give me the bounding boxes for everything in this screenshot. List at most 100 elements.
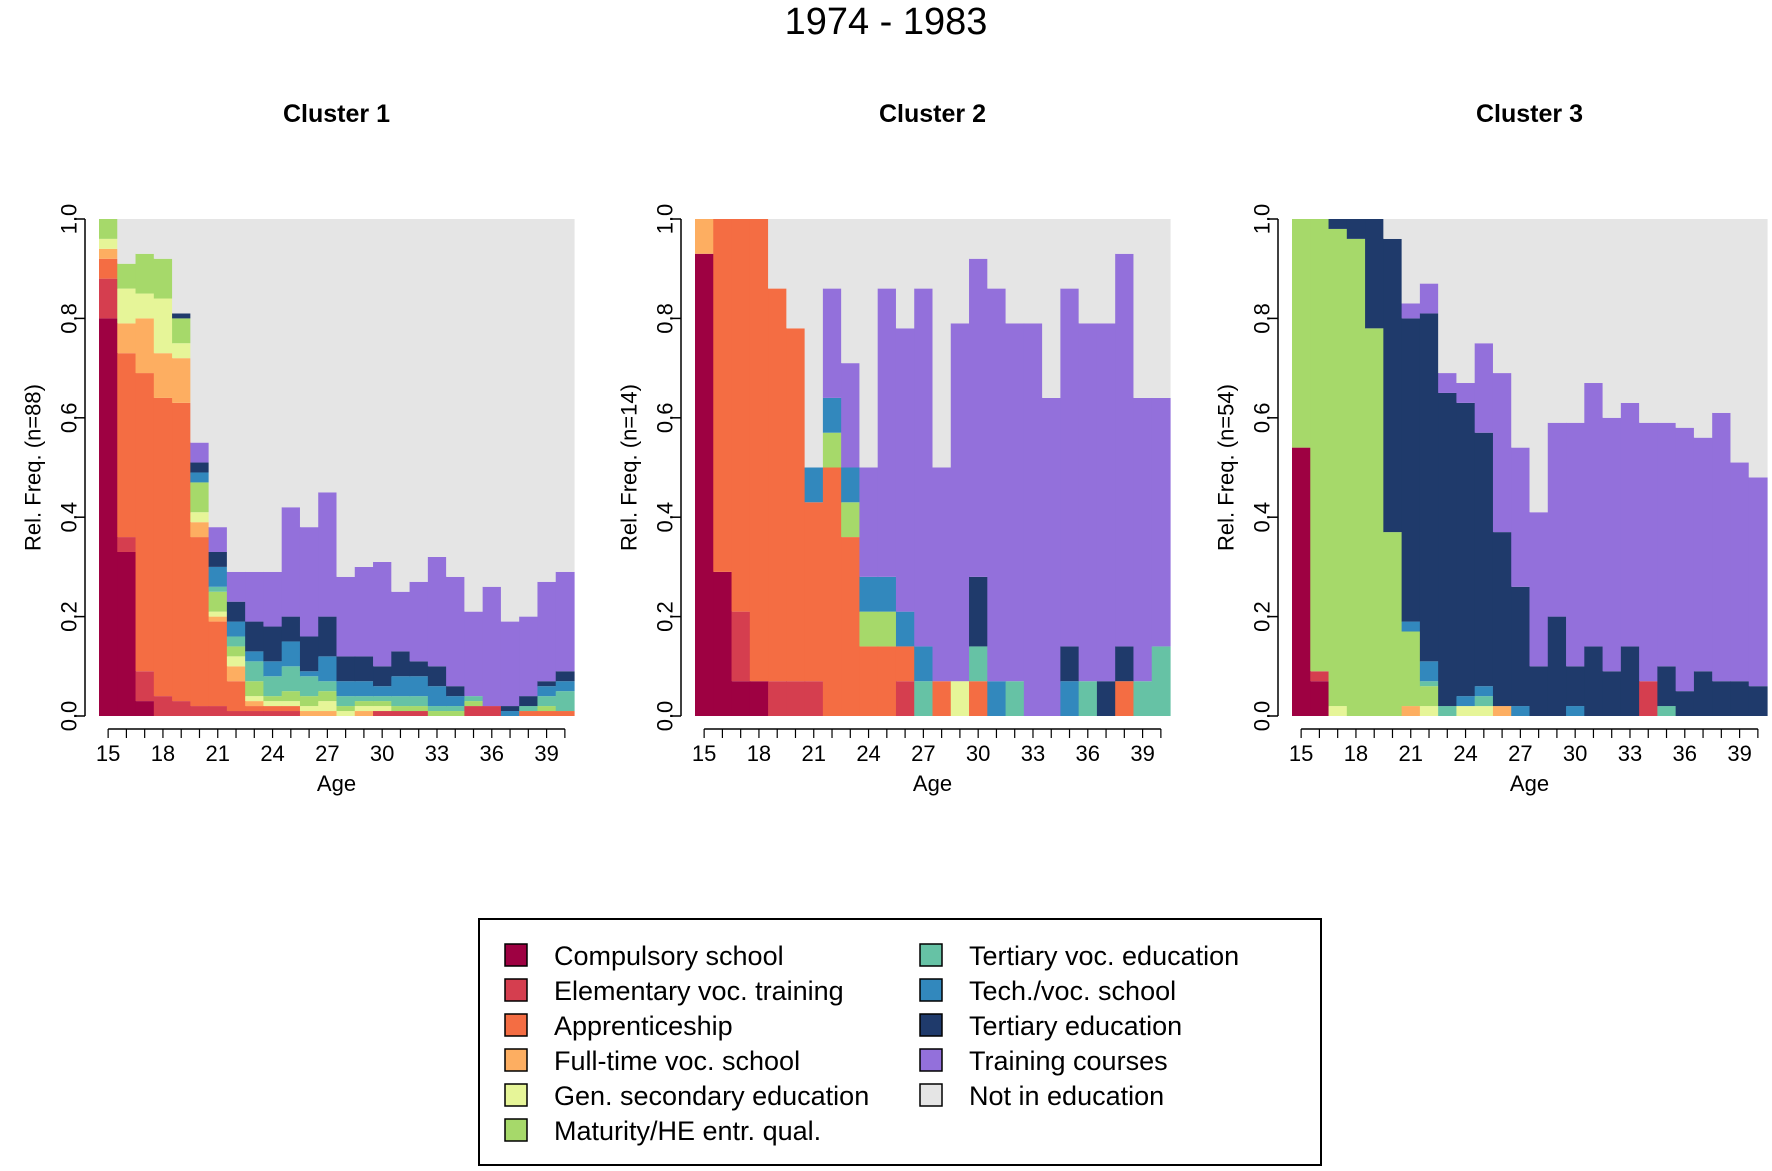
state-segment <box>1042 219 1061 398</box>
state-segment <box>859 467 879 577</box>
state-segment <box>281 616 301 642</box>
state-segment <box>859 219 879 468</box>
legend-label: Tech./voc. school <box>969 976 1176 1006</box>
x-tick-label: 18 <box>1344 741 1368 766</box>
state-segment <box>446 696 465 707</box>
state-segment <box>859 576 879 612</box>
state-segment <box>1310 671 1330 682</box>
state-segment <box>226 681 246 712</box>
cluster-panels: Cluster 1 0.0 0.2 0.4 0.6 0.8 1.0 Rel. Freq. (n… <box>21 100 1768 796</box>
state-segment <box>1566 666 1585 707</box>
x-tick-label: 15 <box>96 741 120 766</box>
state-segment <box>786 219 806 329</box>
state-segment <box>117 219 137 264</box>
state-segment <box>1657 219 1677 423</box>
state-segment <box>318 681 338 692</box>
state-segment <box>1456 383 1476 403</box>
state-segment <box>1401 621 1421 632</box>
y-tick-label: 1.0 <box>1250 204 1275 235</box>
state-segment <box>245 621 265 652</box>
state-segment <box>427 706 447 712</box>
state-segment <box>1438 219 1458 374</box>
state-segment <box>226 219 246 572</box>
state-segment <box>226 711 246 716</box>
state-segment <box>519 696 539 707</box>
state-segment <box>950 219 970 324</box>
legend-swatch <box>504 1048 528 1072</box>
state-segment <box>804 502 824 682</box>
state-segment <box>713 571 733 716</box>
state-segment <box>263 696 283 702</box>
x-tick-label: 27 <box>315 741 339 766</box>
y-tick-label: 0.8 <box>57 303 82 334</box>
state-segment <box>354 656 374 682</box>
state-segment <box>555 571 575 672</box>
x-tick-label: 18 <box>747 741 771 766</box>
state-segment <box>153 696 173 716</box>
state-segment <box>822 432 842 468</box>
state-segment <box>135 701 155 716</box>
state-segment <box>713 219 733 572</box>
state-segment <box>1328 706 1348 716</box>
state-segment <box>1456 402 1476 697</box>
x-axis-label: Age <box>317 771 356 796</box>
legend: Compulsory school Elementary voc. trainin… <box>478 918 1322 1166</box>
legend-swatch <box>504 978 528 1002</box>
state-segment <box>172 343 191 359</box>
state-segment <box>135 671 155 702</box>
state-segment <box>373 666 392 687</box>
x-axis-label: Age <box>1510 771 1549 796</box>
state-segment <box>695 253 714 717</box>
state-segment <box>446 706 465 712</box>
state-segment <box>519 219 539 617</box>
state-segment <box>190 482 210 513</box>
x-tick-label: 27 <box>911 741 935 766</box>
state-segment <box>1078 219 1098 324</box>
state-segment <box>1115 219 1135 254</box>
state-segment <box>226 646 246 657</box>
state-segment <box>1401 303 1421 319</box>
state-segment <box>895 219 915 329</box>
state-segment <box>1547 219 1567 423</box>
state-segment <box>987 219 1007 289</box>
state-segment <box>1096 323 1116 682</box>
state-segment <box>373 686 392 697</box>
state-segment <box>1730 219 1750 463</box>
x-tick-label: 15 <box>692 741 716 766</box>
state-segment <box>99 219 118 239</box>
state-segment <box>519 706 539 712</box>
state-segment <box>1602 219 1622 418</box>
state-segment <box>464 696 484 702</box>
state-segment <box>695 219 714 254</box>
y-tick-label: 0.4 <box>57 502 82 533</box>
state-segment <box>299 219 319 528</box>
state-segment <box>354 219 374 567</box>
state-segment <box>281 691 301 702</box>
state-segment <box>409 706 429 712</box>
state-segment <box>914 219 934 289</box>
state-segment <box>877 611 897 647</box>
state-segment <box>804 467 824 503</box>
state-segment <box>318 711 338 716</box>
state-segment <box>1566 706 1585 716</box>
state-segment <box>226 666 246 682</box>
state-segment <box>1456 696 1476 707</box>
legend-label: Tertiary education <box>969 1011 1182 1041</box>
state-segment <box>153 258 173 299</box>
x-tick-label: 39 <box>1130 741 1154 766</box>
state-segment <box>1346 219 1366 239</box>
state-segment <box>804 681 824 716</box>
state-segment <box>500 219 520 622</box>
state-segment <box>245 219 265 572</box>
legend-entry: Tech./voc. school <box>919 976 1176 1006</box>
state-segment <box>877 219 897 289</box>
state-segment <box>1005 219 1025 324</box>
state-segment <box>1365 328 1384 716</box>
state-segment <box>299 636 319 672</box>
state-segment <box>1675 427 1695 692</box>
y-tick-label: 0.6 <box>653 403 678 434</box>
y-axis-label: Rel. Freq. (n=54) <box>1214 384 1239 551</box>
state-segment <box>1078 681 1098 716</box>
x-tick-label: 15 <box>1289 741 1313 766</box>
x-tick-label: 36 <box>1673 741 1697 766</box>
